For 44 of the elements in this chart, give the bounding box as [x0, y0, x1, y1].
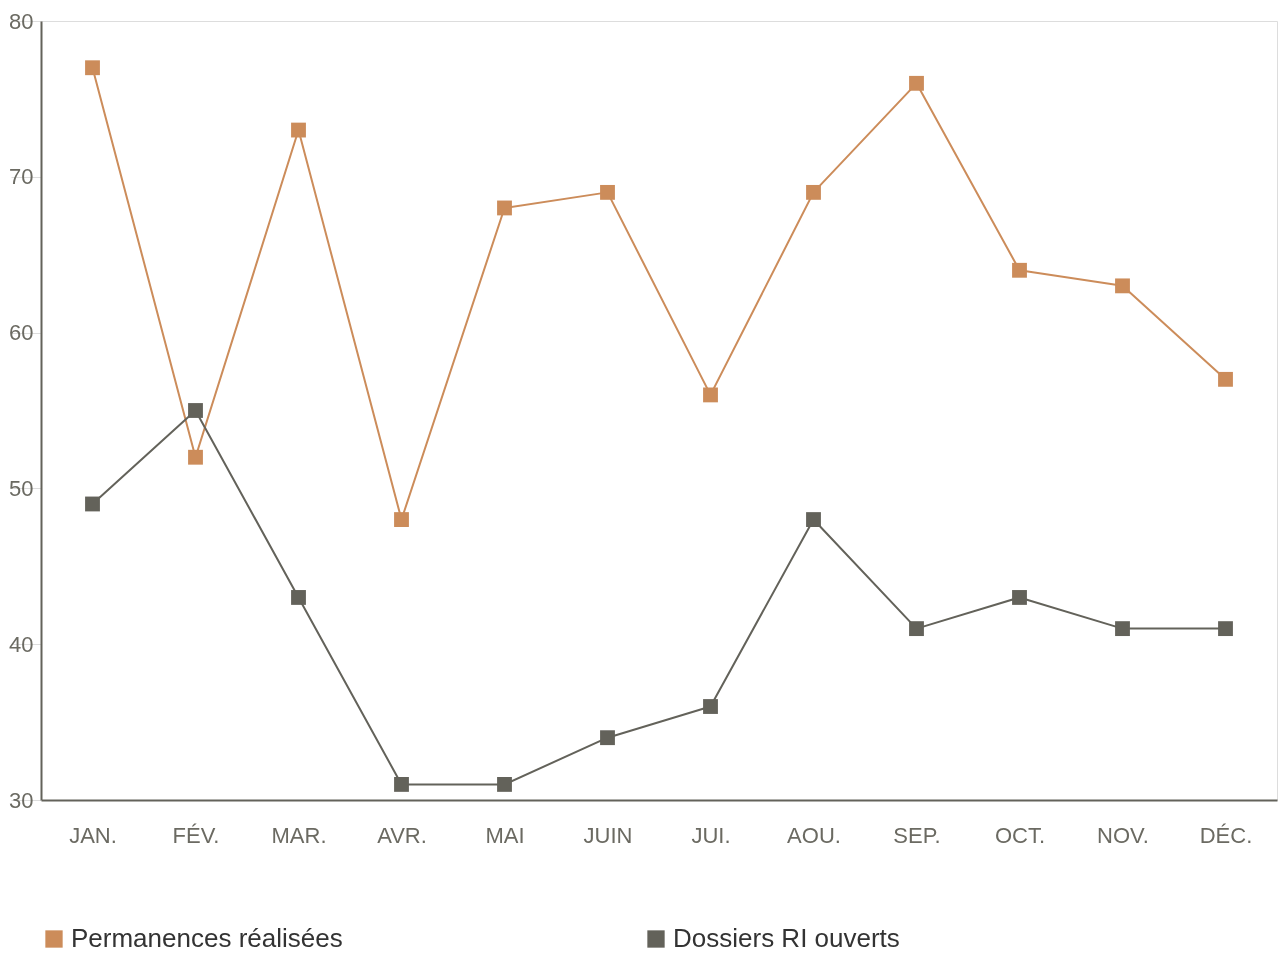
point [1218, 621, 1233, 637]
y-tick-label: 50 [9, 475, 34, 501]
point [806, 184, 821, 200]
point [394, 777, 409, 792]
point [600, 730, 615, 746]
point [497, 777, 512, 792]
x-tick-label: OCT. [994, 822, 1046, 848]
x-tick-label: JUIN [583, 822, 633, 848]
x-tick-label: SEP. [893, 822, 941, 848]
point [85, 496, 100, 512]
x-tick-label: AOU. [787, 822, 841, 848]
point [497, 200, 512, 216]
point [703, 699, 718, 714]
x-tick-label: JUI. [691, 822, 731, 848]
y-tick-label: 40 [9, 631, 34, 657]
point [188, 449, 203, 465]
point [291, 590, 306, 605]
point [1012, 262, 1027, 278]
point [1115, 278, 1130, 294]
legend-label: Permanences réalisées [71, 923, 343, 953]
point [291, 122, 306, 138]
point [1012, 590, 1027, 605]
point [85, 60, 100, 76]
y-tick-label: 80 [9, 8, 34, 34]
point [806, 512, 821, 527]
point [600, 184, 615, 200]
x-tick-label: MAI [485, 822, 525, 848]
legend-label: Dossiers RI ouverts [673, 923, 900, 953]
point [1115, 621, 1130, 637]
point [909, 621, 924, 637]
x-tick-label: JAN. [69, 822, 117, 848]
point [703, 387, 718, 403]
point [188, 403, 203, 418]
x-tick-label: DÉC. [1199, 822, 1253, 848]
y-tick-label: 60 [9, 320, 34, 346]
x-tick-label: AVR. [377, 822, 427, 848]
x-tick-label: MAR. [271, 822, 327, 848]
point [909, 75, 924, 91]
x-tick-label: NOV. [1097, 822, 1149, 848]
point [1218, 371, 1233, 387]
point [394, 512, 409, 527]
y-tick-label: 30 [9, 787, 34, 813]
y-tick-label: 70 [9, 164, 34, 190]
x-tick-label: FÉV. [172, 822, 220, 848]
